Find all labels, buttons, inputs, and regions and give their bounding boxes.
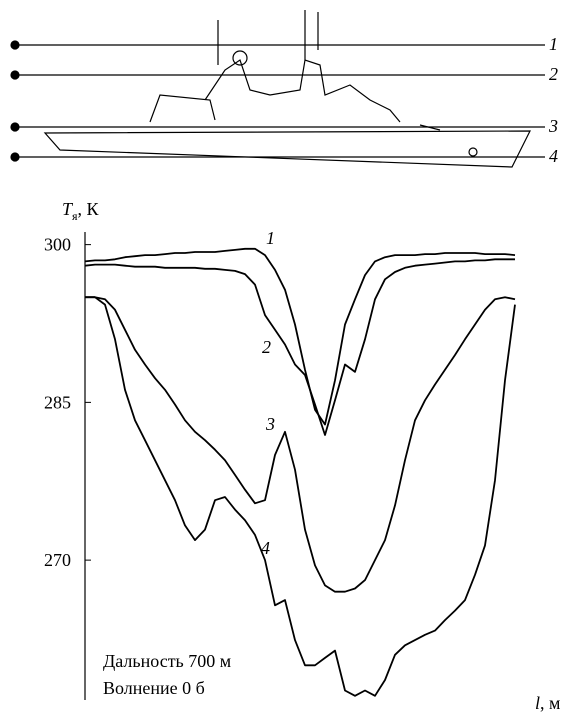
series-label: 2 bbox=[262, 337, 271, 357]
series-label: 3 bbox=[265, 414, 275, 434]
y-tick-label: 270 bbox=[44, 550, 71, 570]
sensor-dot bbox=[11, 41, 19, 49]
x-label-unit: , м bbox=[540, 693, 560, 713]
x-axis-label: l, м bbox=[535, 693, 560, 713]
data-line bbox=[85, 249, 515, 425]
series-label: 1 bbox=[266, 228, 275, 248]
sight-label: 1 bbox=[549, 34, 558, 54]
annotation: Дальность 700 м bbox=[103, 651, 231, 671]
ship-drawing bbox=[11, 10, 545, 167]
data-line bbox=[85, 297, 515, 592]
annotation: Волнение 0 б bbox=[103, 678, 205, 698]
sight-label: 2 bbox=[549, 64, 558, 84]
sight-label: 4 bbox=[549, 146, 558, 166]
ship-superstructure bbox=[150, 60, 440, 130]
series-label: 4 bbox=[261, 538, 270, 558]
y-tick-label: 300 bbox=[44, 235, 71, 255]
sensor-dot bbox=[11, 71, 19, 79]
plot: 300 285 270 1 2 3 4 bbox=[44, 228, 515, 696]
sight-label: 3 bbox=[548, 116, 558, 136]
sensor-dot bbox=[11, 153, 19, 161]
ship-hull bbox=[45, 131, 530, 167]
y-axis-label: Tя, К bbox=[62, 199, 100, 223]
y-label-unit: , К bbox=[78, 199, 100, 219]
y-tick-label: 285 bbox=[44, 392, 71, 412]
figure: 1 2 3 4 Tя, К l, м Дальность 700 м Волне… bbox=[0, 0, 568, 716]
ship-emblem bbox=[469, 148, 477, 156]
radar bbox=[233, 51, 247, 65]
sensor-dot bbox=[11, 123, 19, 131]
